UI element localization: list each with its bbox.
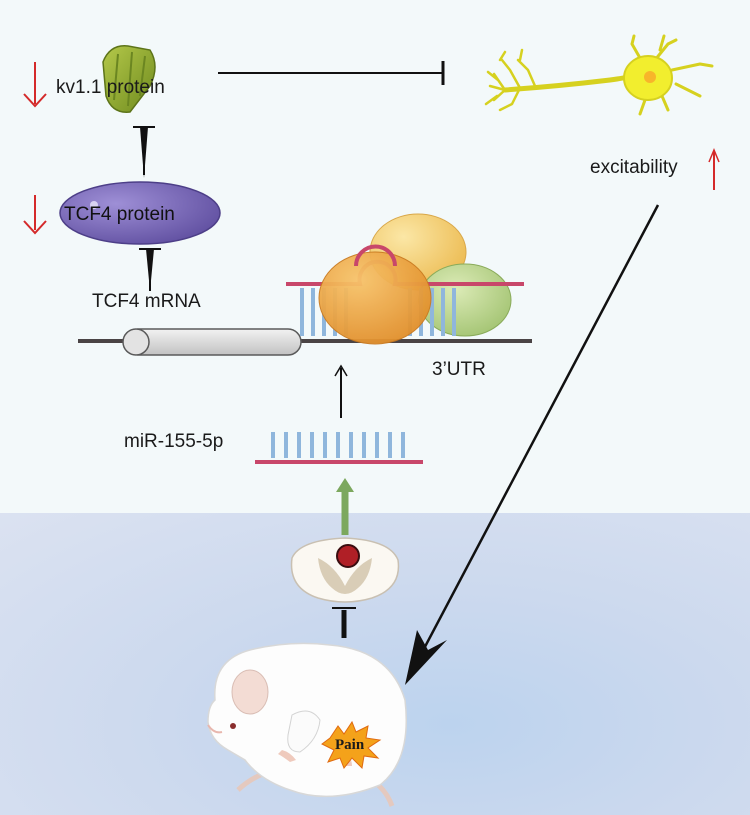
mirna-upregulation-arrow (336, 478, 354, 535)
mirna-label: miR-155-5p (124, 431, 224, 452)
tcf4-protein-icon (59, 181, 221, 245)
pain-label: Pain (335, 737, 365, 753)
excitability-label: excitability (590, 157, 678, 178)
tcf4-mrna-label: TCF4 mRNA (92, 291, 201, 312)
kv11-decrease-arrow-icon (23, 62, 47, 108)
kv11-inhibits-neuron-line (218, 61, 445, 85)
tcf4-decrease-arrow-icon (23, 195, 47, 235)
tcf4-protein-label: TCF4 protein (64, 204, 175, 225)
utr-label: 3’UTR (432, 359, 486, 380)
neuron-icon (484, 34, 714, 116)
mrna-inhibits-tcf4-line (139, 248, 161, 291)
ribosome-complex-icon (286, 213, 524, 345)
mirna-to-utr-arrow (334, 364, 348, 418)
pain-burst-icon (321, 720, 382, 770)
tcf4-inhibits-kv11-line (133, 126, 155, 178)
excitability-increase-arrow-icon (708, 148, 720, 190)
mouse-to-spinal-cord-line (332, 607, 356, 638)
kv11-channel-icon (102, 45, 156, 113)
mouse-icon (207, 642, 407, 807)
excitability-to-pain-arrow (405, 204, 660, 685)
mir155-strand-icon (255, 432, 423, 464)
tcf4-mrna-strand (78, 328, 532, 356)
kv11-protein-label: kv1.1 protein (56, 77, 165, 98)
spinal-cord-section-icon (290, 537, 400, 603)
